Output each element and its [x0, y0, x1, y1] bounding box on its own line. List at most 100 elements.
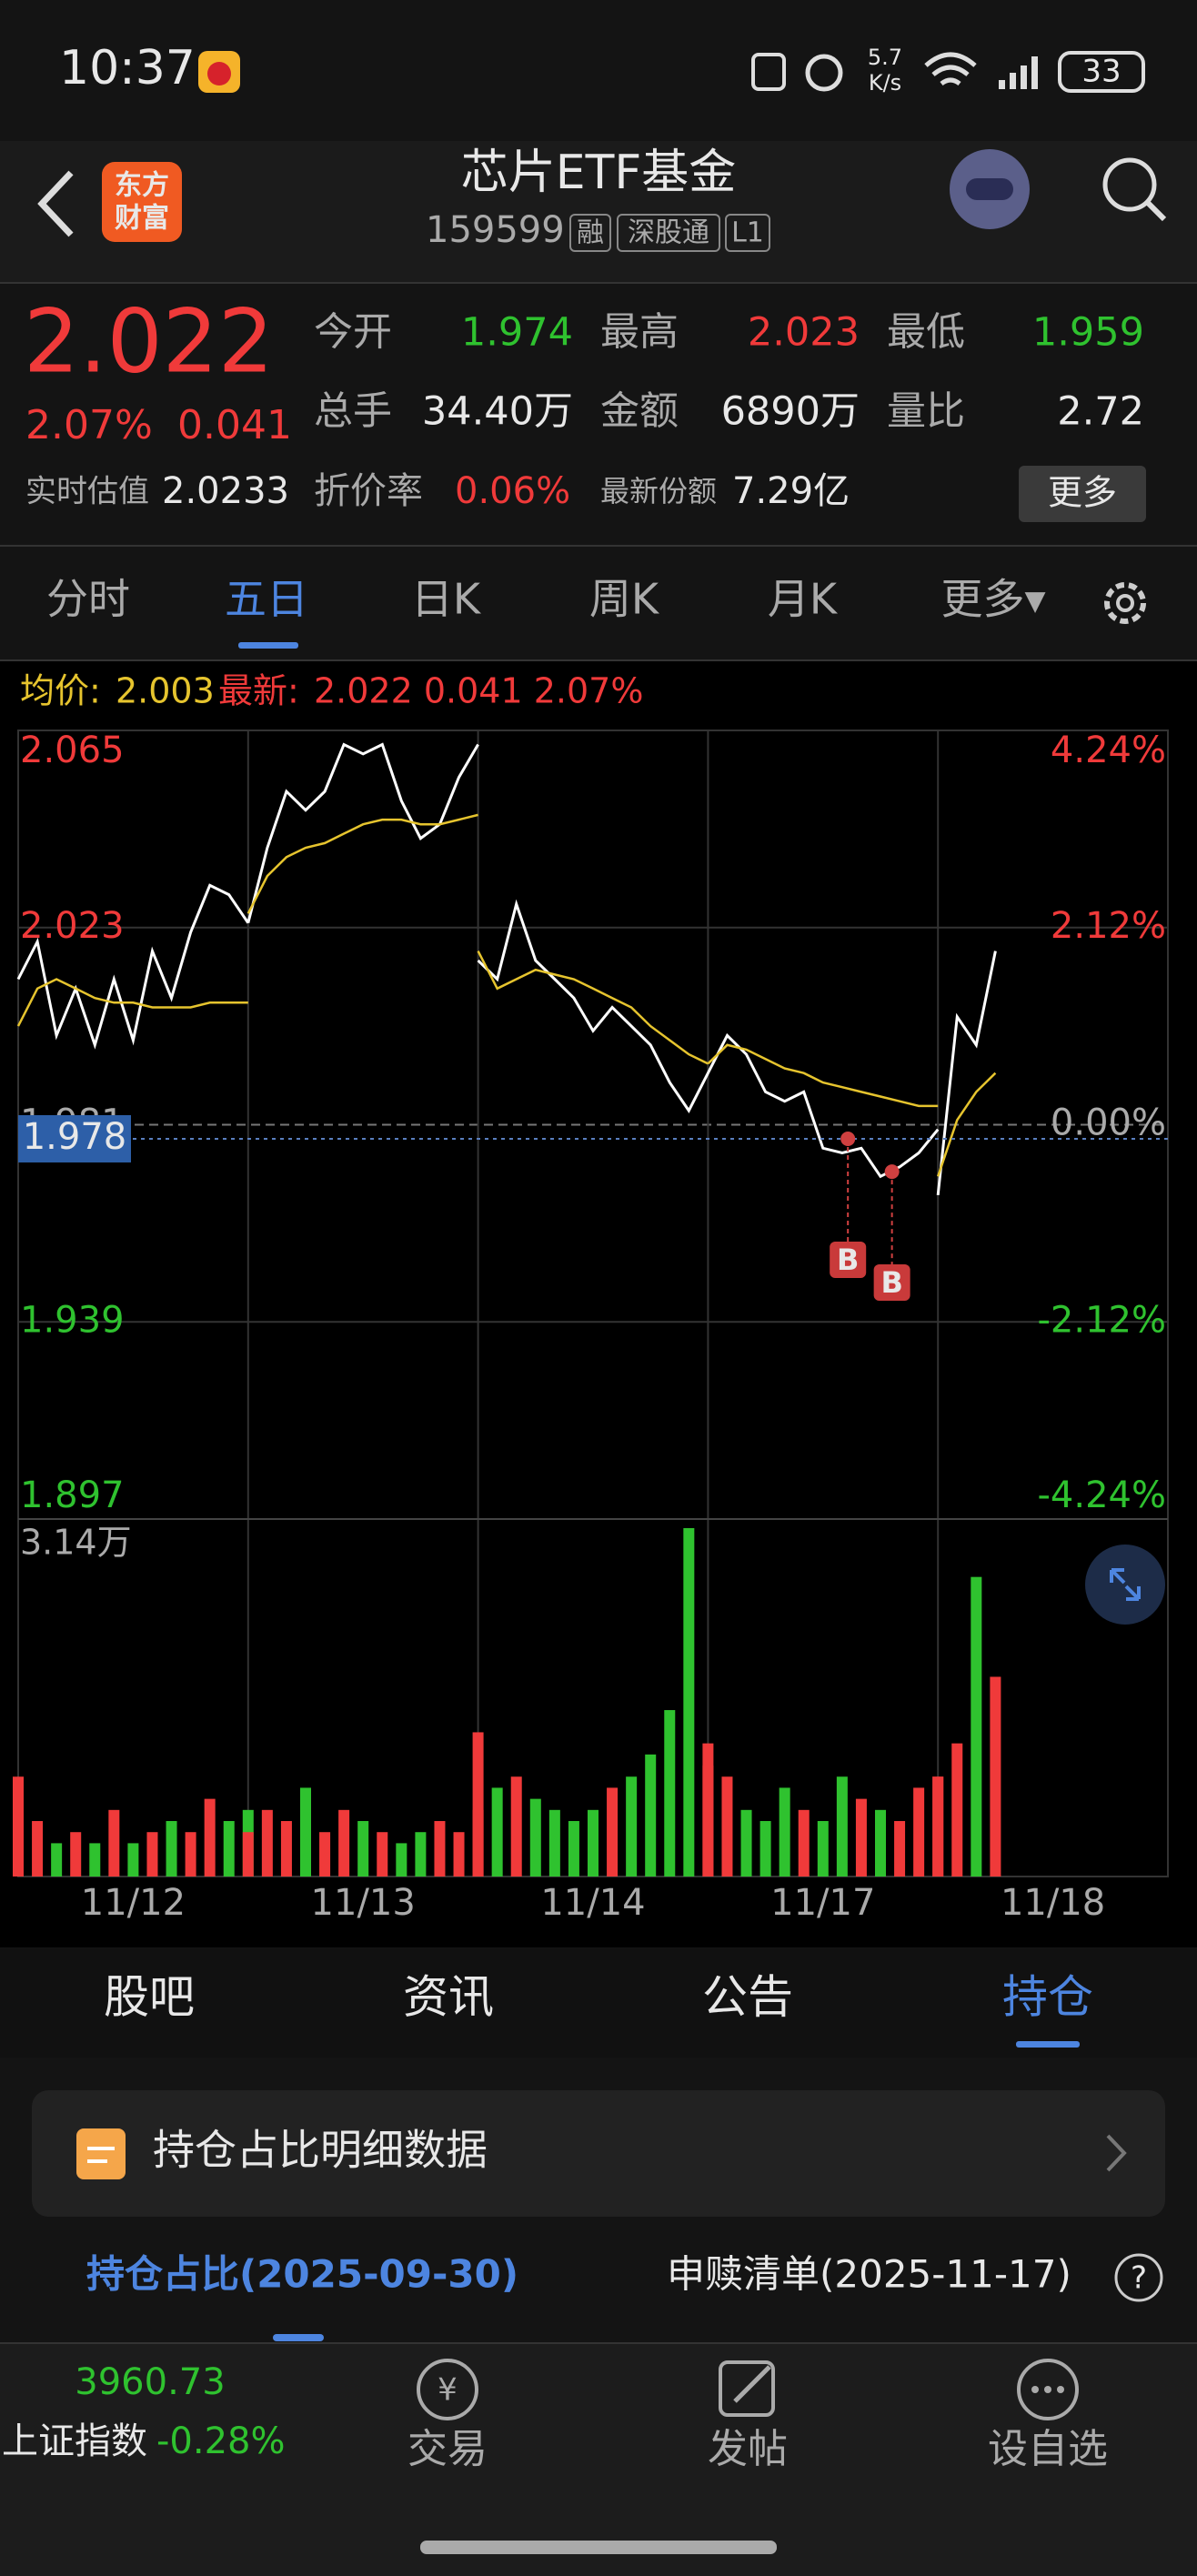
change: 0.041 — [177, 402, 292, 448]
field-label: 金额 — [600, 389, 679, 435]
index-name[interactable]: 上证指数 — [2, 2420, 147, 2462]
badge-box — [617, 214, 720, 252]
logo-text: 财富 — [115, 203, 169, 235]
marker-dot — [884, 1164, 900, 1180]
search-button[interactable] — [1102, 157, 1157, 212]
avg-label: 均价: — [20, 671, 101, 711]
volume-bar — [759, 1821, 771, 1877]
holdings-card-label: 持仓占比明细数据 — [153, 2126, 488, 2175]
tab-indicator — [273, 2334, 324, 2341]
expand-icon — [1110, 1568, 1141, 1601]
holdings-tab[interactable]: 持仓占比(2025-09-30) — [86, 2252, 518, 2297]
volume-bar — [645, 1754, 657, 1877]
volume-bar — [415, 1832, 427, 1877]
logo-text: 东方 — [115, 170, 169, 202]
y2-tick-label: -2.12% — [1037, 1299, 1166, 1341]
settings-icon — [1116, 594, 1134, 612]
expand-button[interactable] — [1085, 1545, 1165, 1625]
title: 芯片ETF基金 — [461, 146, 737, 200]
stock-code: 159599 — [426, 209, 565, 251]
volume-bar — [894, 1821, 906, 1877]
watchlist-icon — [1017, 2359, 1079, 2420]
volume-bar — [357, 1821, 369, 1877]
marker-box — [873, 1264, 910, 1301]
chevron — [1106, 2134, 1127, 2172]
bottom-tab[interactable]: 股吧 — [104, 1971, 195, 2024]
battery-icon — [1058, 51, 1145, 93]
period-tab[interactable]: 五日 — [225, 575, 308, 624]
latest-value: 2.022 0.041 2.07% — [314, 671, 643, 711]
nav-item[interactable]: 发帖 — [708, 2426, 788, 2472]
volume-bar — [568, 1821, 579, 1877]
y2-tick-label: 0.00% — [1051, 1102, 1166, 1144]
volume-bar — [377, 1832, 388, 1877]
marker-label: B — [880, 1265, 902, 1300]
volume-bar — [913, 1787, 925, 1877]
field-label: 总手 — [314, 389, 392, 435]
nav-item[interactable]: 交易 — [407, 2426, 488, 2472]
home-indicator — [420, 2541, 777, 2554]
x-tick-label: 11/17 — [770, 1882, 875, 1924]
y-tick-label: 1.939 — [20, 1299, 125, 1341]
badge-box — [569, 214, 611, 252]
index-change: -0.28% — [156, 2420, 286, 2462]
x-tick-label: 11/13 — [311, 1882, 416, 1924]
marker-box — [830, 1242, 867, 1278]
volume-bar — [127, 1843, 139, 1877]
volume-bar — [32, 1821, 44, 1877]
holdings-card[interactable] — [32, 2090, 1165, 2217]
avatar-visor — [966, 178, 1013, 200]
tab-bar — [0, 1948, 1197, 2058]
volume-bar — [146, 1832, 158, 1877]
more-button[interactable] — [1019, 466, 1146, 522]
signal-icon — [999, 56, 1038, 89]
period-tab[interactable]: 日K — [411, 575, 482, 624]
y2-tick-label: 2.12% — [1051, 905, 1166, 947]
volume-tick-label: 3.14万 — [20, 1523, 132, 1563]
nav-item[interactable]: 设自选 — [988, 2426, 1108, 2472]
card-icon — [76, 2128, 126, 2179]
y-tick-label: 2.023 — [20, 905, 125, 947]
period-tab[interactable]: 月K — [768, 575, 839, 624]
volume-bar — [548, 1809, 560, 1877]
badge-box — [725, 214, 770, 252]
bottom-tab[interactable]: 持仓 — [1002, 1971, 1093, 2024]
help-icon: ? — [1131, 2260, 1147, 2297]
volume-bar — [702, 1766, 714, 1877]
post-icon — [719, 2360, 775, 2417]
x-tick-label: 11/18 — [1001, 1882, 1105, 1924]
volume-bar — [185, 1832, 196, 1877]
last-price: 2.022 — [24, 290, 274, 392]
volume-bar — [971, 1576, 982, 1877]
avg-line — [16, 813, 997, 1177]
nav-bar — [0, 2343, 1197, 2576]
volume-bar — [396, 1843, 407, 1877]
volume-bar — [740, 1809, 752, 1877]
back-button[interactable] — [37, 170, 74, 237]
settings-button[interactable] — [1104, 582, 1146, 624]
volume-bar — [51, 1843, 63, 1877]
period-tab[interactable]: 周K — [589, 575, 660, 624]
volume-bar — [875, 1809, 886, 1877]
badge: 融 — [577, 217, 604, 249]
period-tab[interactable]: 分时 — [46, 575, 130, 624]
period-tab[interactable]: 更多▾ — [940, 575, 1045, 624]
volume-bar — [242, 1832, 254, 1877]
field-label: 最低 — [887, 310, 965, 356]
volume-bar — [817, 1821, 829, 1877]
bottom-tab[interactable]: 资讯 — [403, 1971, 494, 2024]
bottom-tab[interactable]: 公告 — [702, 1971, 793, 2024]
change-pct: 2.07% — [25, 402, 153, 448]
volume-bar — [721, 1776, 733, 1877]
net-speed: 5.7 — [868, 45, 902, 70]
estimate: 2.0233 — [162, 470, 289, 512]
y2-tick-label: 4.24% — [1051, 730, 1166, 771]
help-button[interactable] — [1114, 2253, 1163, 2302]
field-label: 最高 — [600, 310, 679, 356]
badge: L1 — [731, 217, 764, 249]
post-icon-pen — [733, 2365, 771, 2403]
battery-level: 33 — [1081, 54, 1121, 90]
nfc-icon — [751, 53, 786, 91]
redemption-tab[interactable]: 申赎清单(2025-11-17) — [667, 2252, 1071, 2297]
